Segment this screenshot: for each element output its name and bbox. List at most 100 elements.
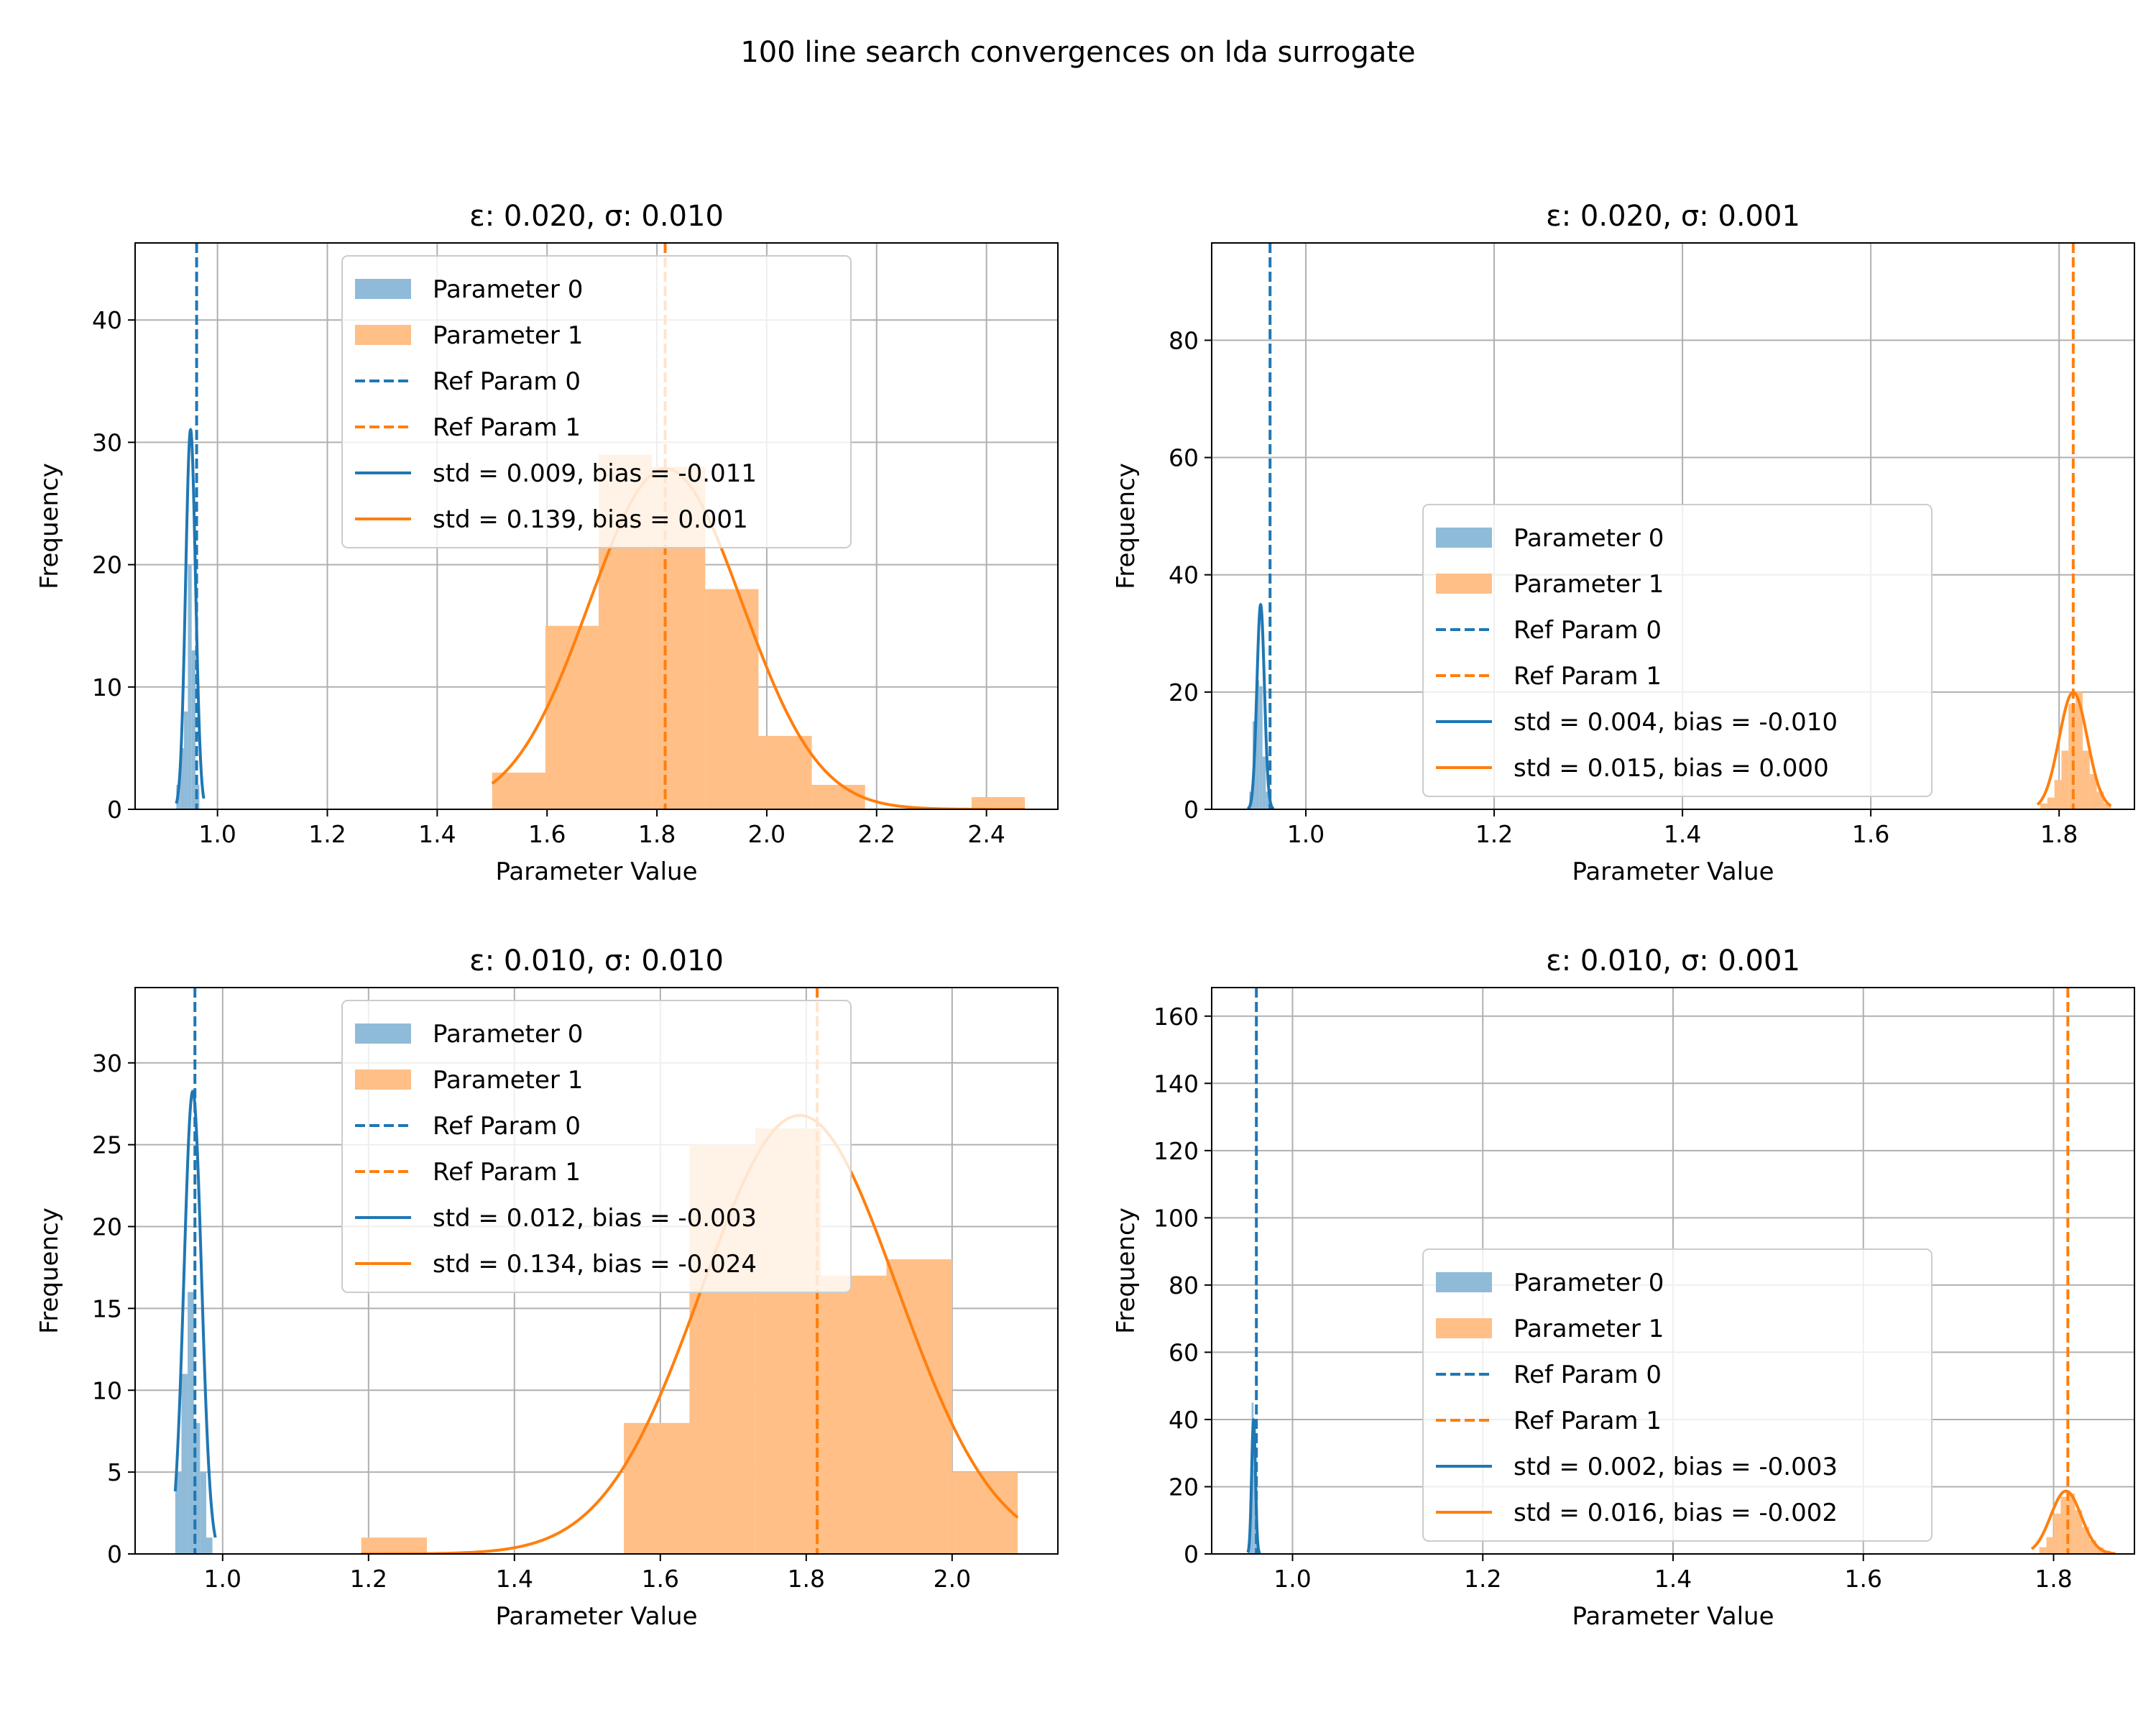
histogram-bar-parameter-1 <box>811 784 865 809</box>
subplot-title: ε: 0.010, σ: 0.001 <box>1546 944 1800 978</box>
x-tick-label: 1.8 <box>788 1565 825 1593</box>
histogram-bar-parameter-0 <box>184 711 188 809</box>
y-tick-label: 10 <box>92 673 122 702</box>
histogram-bar-parameter-1 <box>492 772 545 809</box>
histogram-bar-parameter-1 <box>2076 691 2083 809</box>
x-tick-label: 1.0 <box>1287 820 1325 848</box>
legend-label: Parameter 0 <box>1514 524 1664 553</box>
legend-swatch <box>355 325 411 345</box>
histogram-bar-parameter-0 <box>175 1472 182 1554</box>
legend: Parameter 0 Parameter 1 Ref Param 0 Ref Par… <box>1422 504 1932 797</box>
histogram-bar-parameter-1 <box>545 625 599 809</box>
legend-box <box>341 1000 852 1293</box>
x-tick-label: 1.4 <box>496 1565 533 1593</box>
axes-frame <box>134 987 1059 1555</box>
legend-label: std = 0.016, bias = -0.002 <box>1514 1499 1838 1527</box>
legend-label: Parameter 1 <box>433 1066 583 1095</box>
subplot-3: 1.0 1.2 1.4 1.6 1.8 2.0 0 5 10 15 20 25 30 ε: 0.010, … <box>35 944 1059 1631</box>
histogram-bar-parameter-0 <box>1266 791 1269 809</box>
histogram-bar-parameter-1 <box>2082 1527 2090 1554</box>
histogram-bar-parameter-0 <box>1256 680 1260 809</box>
y-axis-label: Frequency <box>35 463 64 589</box>
y-tick-label: 0 <box>107 796 122 824</box>
histogram-bar-parameter-1 <box>2068 704 2076 809</box>
histogram-bar-parameter-0 <box>193 1422 201 1554</box>
y-tick-label: 30 <box>92 428 122 456</box>
histogram-bar-parameter-1 <box>2096 791 2104 809</box>
x-axis-label: Parameter Value <box>1572 1602 1774 1631</box>
x-axis-label: Parameter Value <box>495 1602 697 1631</box>
x-tick-label: 1.2 <box>350 1565 387 1593</box>
legend-label: Parameter 1 <box>1514 570 1664 599</box>
legend-box <box>1422 1248 1932 1542</box>
y-tick-label: 100 <box>1153 1204 1199 1232</box>
y-tick-label: 0 <box>1184 1540 1199 1568</box>
histogram-bar-parameter-0 <box>180 748 185 809</box>
histogram-bar-parameter-1 <box>2061 750 2069 809</box>
y-tick-label: 20 <box>92 1213 122 1241</box>
figure-title: 100 line search convergences on lda surr… <box>740 36 1415 69</box>
legend-label: std = 0.015, bias = 0.000 <box>1514 754 1829 783</box>
legend-swatch <box>1436 1318 1492 1338</box>
x-axis-label: Parameter Value <box>495 857 697 886</box>
y-tick-label: 5 <box>107 1458 122 1486</box>
histogram-bar-parameter-1 <box>2104 803 2111 809</box>
legend-label: Ref Param 1 <box>1514 1407 1662 1435</box>
subplot-4: 1.0 1.2 1.4 1.6 1.8 0 20 40 60 80 100 120 140 160 ε: 0… <box>1112 944 2135 1631</box>
histogram-bar-parameter-0 <box>206 1537 213 1554</box>
histogram-bar-parameter-0 <box>181 1374 188 1554</box>
y-axis-label: Frequency <box>35 1208 64 1334</box>
legend-label: std = 0.134, bias = -0.024 <box>433 1250 757 1279</box>
x-tick-label: 1.4 <box>1664 820 1701 848</box>
legend-label: Ref Param 0 <box>1514 1361 1662 1389</box>
legend-label: Ref Param 0 <box>433 367 581 396</box>
histogram-bar-parameter-1 <box>2039 1547 2047 1554</box>
x-tick-label: 2.0 <box>748 820 786 848</box>
x-tick-label: 1.2 <box>1475 820 1513 848</box>
x-tick-label: 1.0 <box>204 1565 241 1593</box>
y-axis-label: Frequency <box>1112 1208 1141 1334</box>
histogram-bar-parameter-1 <box>361 1537 428 1554</box>
x-tick-label: 1.6 <box>1852 820 1889 848</box>
histogram-bar-parameter-1 <box>2089 1540 2097 1554</box>
histogram-bar-parameter-0 <box>188 1292 194 1554</box>
subplot-title: ε: 0.020, σ: 0.001 <box>1546 200 1800 233</box>
subplot-1: 1.0 1.2 1.4 1.6 1.8 2.0 2.2 2.4 0 10 20 30 40 ε: 0.02… <box>35 200 1059 886</box>
x-tick-label: 1.0 <box>1273 1565 1311 1593</box>
legend-label: Ref Param 1 <box>1514 662 1662 691</box>
legend: Parameter 0 Parameter 1 Ref Param 0 Ref Par… <box>341 255 852 548</box>
x-tick-label: 2.0 <box>934 1565 971 1593</box>
histogram-bar-parameter-0 <box>1253 1470 1256 1554</box>
legend-label: Ref Param 1 <box>433 413 581 442</box>
legend-swatch <box>1436 574 1492 594</box>
fit-curve-parameter-1 <box>361 1113 1019 1554</box>
histogram-bar-parameter-1 <box>2089 774 2097 809</box>
y-tick-label: 80 <box>1169 1271 1199 1300</box>
histogram-bar-parameter-1 <box>2068 1493 2076 1554</box>
legend: Parameter 0 Parameter 1 Ref Param 0 Ref Par… <box>1422 1248 1932 1542</box>
legend-box <box>1422 504 1932 797</box>
legend-swatch <box>355 1070 411 1090</box>
x-tick-label: 2.2 <box>858 820 895 848</box>
legend-label: Parameter 1 <box>1514 1315 1664 1343</box>
x-tick-label: 2.4 <box>967 820 1005 848</box>
x-tick-label: 1.2 <box>1464 1565 1501 1593</box>
histogram-bar-parameter-1 <box>2082 750 2090 809</box>
legend-swatch <box>1436 1272 1492 1292</box>
legend-label: std = 0.009, bias = -0.011 <box>433 459 757 488</box>
x-tick-label: 1.6 <box>528 820 566 848</box>
subplot-2: 1.0 1.2 1.4 1.6 1.8 0 20 40 60 80 ε: 0.020, σ: 0.0… <box>1112 200 2135 886</box>
y-tick-label: 30 <box>92 1049 122 1077</box>
histogram-bar-parameter-0 <box>188 564 192 809</box>
y-tick-label: 10 <box>92 1376 122 1404</box>
x-tick-label: 1.8 <box>638 820 676 848</box>
y-tick-label: 20 <box>92 551 122 579</box>
subplot-title: ε: 0.020, σ: 0.010 <box>469 200 724 233</box>
legend-label: std = 0.012, bias = -0.003 <box>433 1204 757 1233</box>
axes-frame <box>1211 242 2135 810</box>
histogram-bar-parameter-1 <box>2047 797 2055 809</box>
y-tick-label: 25 <box>92 1131 122 1159</box>
legend-label: Parameter 0 <box>1514 1269 1664 1297</box>
y-tick-label: 20 <box>1169 678 1199 707</box>
